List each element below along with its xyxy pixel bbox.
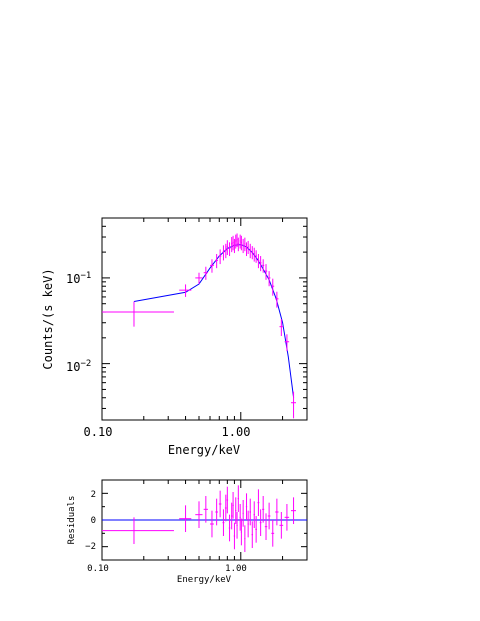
data-point [259, 256, 262, 272]
y-tick-label-1e-1: 10−1 [66, 271, 91, 286]
data-point [232, 235, 234, 251]
residual-point [284, 504, 290, 531]
residual-point [271, 520, 275, 547]
data-point [179, 284, 192, 297]
residual-point [233, 522, 236, 550]
data-point [279, 319, 284, 337]
residual-point [244, 525, 246, 552]
residual-point [226, 486, 229, 514]
data-point [264, 264, 268, 280]
data-point [290, 391, 297, 419]
data-point [230, 237, 233, 253]
residual-point [247, 510, 249, 538]
data-point [237, 237, 239, 252]
residual-point [242, 500, 244, 527]
data-point [203, 266, 208, 280]
data-point [271, 278, 275, 296]
spectrum-plot-frame [101, 217, 308, 421]
res-y-tick-label-0: 0 [91, 516, 96, 526]
data-point [267, 271, 271, 287]
data-point [226, 240, 229, 256]
data-point [236, 233, 238, 247]
model-curve [133, 244, 295, 398]
residual-point [203, 496, 208, 523]
residual-point [253, 501, 255, 528]
data-point [222, 245, 225, 261]
model-curve-group [133, 244, 295, 398]
residual-point [222, 509, 225, 536]
spectrum-x-ticks [101, 218, 308, 420]
residual-point [209, 510, 214, 538]
residual-point [215, 498, 218, 526]
data-points-group [102, 233, 297, 419]
residual-point [267, 502, 271, 530]
spectrum-panel: 0.10 1.00 10−1 10−2 Energy/keV Counts/(s… [41, 217, 308, 457]
data-point [102, 301, 174, 327]
data-point [235, 234, 237, 249]
res-y-axis-label: Residuals [67, 496, 77, 545]
residual-point [245, 493, 248, 520]
spectrum-y-ticks [102, 217, 307, 409]
residual-point [232, 492, 234, 519]
residual-point [179, 505, 192, 532]
data-point [284, 334, 290, 352]
residual-point [257, 489, 260, 516]
residuals-x-ticks [101, 480, 308, 560]
data-point [209, 259, 214, 273]
data-point [195, 272, 203, 284]
data-point [233, 238, 236, 254]
data-point [253, 247, 255, 262]
data-point [275, 291, 279, 308]
data-point [242, 238, 244, 254]
x-tick-label-1.00: 1.00 [222, 425, 251, 439]
data-point [218, 249, 222, 265]
data-point [240, 235, 242, 251]
residual-point [236, 512, 238, 539]
residuals-panel: 0.10 1.00 2 0 −2 Energy/keV Residuals [67, 479, 308, 585]
y-tick-label-1e-2: 10−2 [66, 359, 91, 374]
x-tick-label-0.10: 0.10 [84, 425, 113, 439]
data-point [251, 246, 254, 260]
residual-point [230, 502, 233, 530]
data-point [244, 237, 246, 252]
residual-point [224, 494, 227, 522]
residual-point [264, 513, 268, 540]
residual-point [228, 514, 231, 542]
residual-point [290, 497, 297, 524]
data-point [215, 254, 218, 269]
residual-point [240, 518, 242, 546]
data-point [255, 250, 257, 263]
data-point [249, 243, 252, 259]
data-point [239, 234, 241, 249]
data-point [247, 240, 249, 255]
residuals-points-group [102, 485, 297, 552]
res-x-tick-label-0.10: 0.10 [87, 564, 109, 574]
res-x-tick-label-1.00: 1.00 [225, 564, 247, 574]
residual-point [249, 498, 252, 526]
residual-point [259, 509, 262, 536]
data-point [262, 259, 265, 273]
res-y-tick-label-neg2: −2 [85, 542, 96, 552]
residual-point [239, 504, 241, 531]
res-y-tick-label-2: 2 [91, 490, 96, 500]
residual-point [102, 517, 174, 544]
res-x-axis-label: Energy/keV [177, 575, 232, 585]
data-point [245, 242, 248, 257]
residual-point [235, 497, 237, 524]
residual-point [262, 496, 265, 523]
data-point [228, 242, 231, 257]
data-point [257, 254, 260, 269]
residual-point [237, 485, 239, 512]
residual-point [279, 512, 284, 539]
data-point [224, 243, 227, 259]
x-axis-label: Energy/keV [168, 443, 240, 457]
residual-point [218, 490, 222, 518]
y-axis-label: Counts/(s keV) [41, 268, 55, 369]
residual-point [255, 516, 257, 543]
residual-point [275, 498, 279, 526]
residual-point [195, 501, 203, 528]
residual-point [251, 521, 254, 548]
